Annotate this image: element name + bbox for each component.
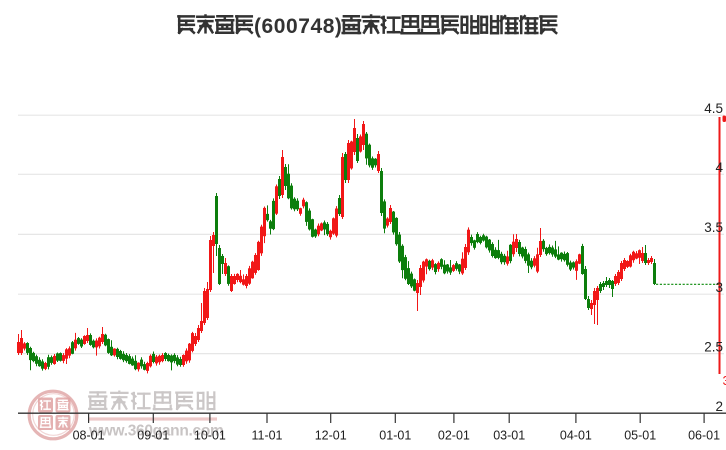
svg-text:05-01: 05-01 [624,429,656,443]
svg-text:www.360gann.com: www.360gann.com [88,423,223,440]
svg-text:01-01: 01-01 [379,429,411,443]
svg-text:06-01: 06-01 [688,429,720,443]
svg-text:12-01: 12-01 [315,429,347,443]
svg-text:02-01: 02-01 [438,429,470,443]
svg-text:(600748): (600748) [254,15,342,38]
svg-text:4: 4 [715,160,723,175]
svg-text:3.1: 3.1 [723,373,726,388]
svg-text:03-01: 03-01 [493,429,525,443]
svg-text:2: 2 [715,399,723,414]
svg-text:09-01: 09-01 [137,429,169,443]
svg-text:10-01: 10-01 [194,429,226,443]
svg-text:3.5: 3.5 [704,220,723,235]
svg-text:08-01: 08-01 [73,429,105,443]
svg-text:2.5: 2.5 [704,339,723,354]
svg-text:4.5: 4.5 [704,101,723,116]
svg-text:11-01: 11-01 [251,429,282,443]
svg-text:04-01: 04-01 [560,429,592,443]
svg-text:3: 3 [715,280,723,295]
